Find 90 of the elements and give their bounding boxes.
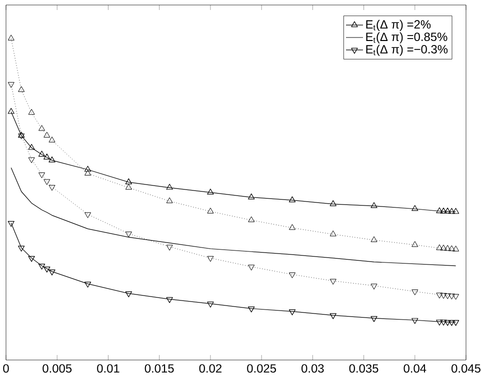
point [207, 208, 214, 214]
point [448, 245, 455, 252]
point [440, 293, 447, 299]
point [436, 292, 443, 298]
point [48, 136, 56, 142]
x-tick-label: 0.02 [199, 364, 222, 373]
point [444, 208, 451, 214]
point [436, 207, 443, 214]
point [436, 244, 443, 250]
point [166, 297, 173, 304]
point [248, 216, 255, 222]
point [207, 256, 214, 262]
point [38, 150, 46, 157]
x-tick-label: 0.005 [42, 364, 72, 373]
point [48, 185, 56, 191]
point [288, 272, 296, 278]
point [207, 302, 214, 308]
point [452, 208, 460, 214]
point [18, 246, 25, 252]
point [452, 246, 460, 252]
legend-label: E$_{t}$(Δ π) =−0.3% [366, 44, 448, 56]
x-tick-label: 0.035 [349, 364, 378, 373]
point [248, 306, 255, 312]
point [8, 108, 14, 114]
point [330, 230, 336, 236]
point [448, 320, 456, 326]
point [38, 125, 46, 131]
point [28, 108, 35, 115]
point [38, 264, 46, 270]
point [84, 282, 92, 288]
point [370, 236, 378, 242]
point [125, 184, 132, 190]
point [84, 170, 92, 176]
point [330, 313, 336, 320]
point [44, 154, 50, 160]
x-tick-label: 0.04 [404, 364, 426, 373]
point [452, 294, 460, 300]
point [44, 266, 50, 272]
point [38, 172, 46, 178]
point [48, 156, 56, 162]
x-tick-label: 0 [3, 364, 9, 373]
point [452, 320, 460, 326]
point [28, 144, 35, 150]
point [412, 241, 418, 247]
x-tick-label: 0.03 [302, 364, 324, 373]
point [18, 132, 25, 138]
point [8, 220, 14, 227]
point [412, 205, 418, 211]
x-tick-label: 0.01 [97, 364, 120, 373]
point [448, 294, 455, 300]
point [440, 320, 447, 326]
point [248, 264, 255, 270]
point [288, 196, 296, 202]
point [444, 293, 451, 300]
point [440, 208, 447, 214]
point [166, 184, 173, 190]
point [8, 34, 14, 40]
point [412, 290, 418, 296]
point [440, 244, 447, 250]
point [84, 212, 92, 218]
point [436, 320, 443, 326]
point [444, 245, 451, 251]
point [370, 316, 378, 322]
point [370, 284, 378, 290]
point [412, 318, 418, 324]
point [84, 166, 92, 172]
point [330, 200, 336, 206]
point [448, 208, 456, 214]
point [48, 270, 56, 276]
point [370, 202, 378, 208]
point [207, 188, 214, 195]
point [44, 132, 50, 138]
point [330, 278, 336, 285]
point [288, 309, 296, 316]
legend-label: E$_{t}$(Δ π) =0.85% [366, 32, 448, 44]
point [444, 320, 451, 326]
point [18, 86, 25, 92]
x-tick-label: 0.015 [144, 364, 174, 373]
point [125, 178, 132, 184]
legend-label: E$_{t}$(Δ π) =2% [366, 20, 431, 31]
point [166, 244, 173, 251]
point [248, 194, 255, 200]
x-tick-label: 0.025 [247, 364, 276, 373]
x-tick-label: 0.045 [452, 364, 480, 373]
point [125, 232, 132, 238]
point [125, 291, 132, 298]
point [288, 224, 296, 230]
point [166, 197, 173, 204]
point [28, 256, 35, 262]
point [44, 179, 50, 185]
